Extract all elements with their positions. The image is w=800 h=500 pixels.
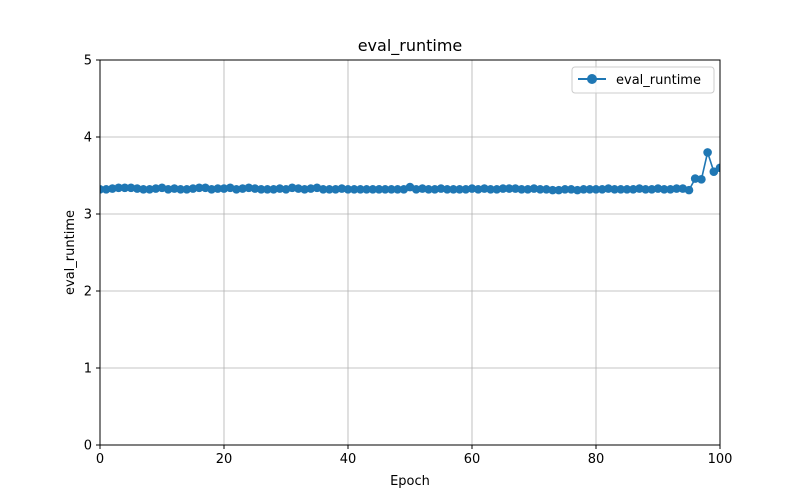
data-point: [622, 185, 632, 194]
data-point: [393, 185, 402, 194]
data-point: [114, 183, 123, 193]
grid: [99, 59, 721, 446]
data-point: [387, 185, 396, 194]
data-point: [368, 185, 378, 194]
data-point: [672, 184, 681, 193]
data-point: [343, 185, 353, 194]
data-point: [616, 185, 626, 194]
data-point: [256, 185, 266, 194]
data-point: [356, 185, 365, 194]
data-point: [641, 185, 650, 194]
data-point: [442, 185, 452, 194]
y-tick-label: 2: [84, 285, 92, 300]
y-axis-label: eval_runtime: [63, 210, 78, 295]
data-point: [504, 184, 514, 193]
x-tick-label: 0: [96, 452, 104, 467]
data-point: [374, 185, 384, 194]
legend: eval_runtime: [571, 66, 715, 94]
data-point: [560, 185, 570, 194]
x-tick-label: 40: [340, 452, 357, 467]
data-point: [709, 167, 719, 176]
series-layer: [100, 148, 720, 195]
data-point: [318, 185, 328, 194]
data-point: [585, 185, 595, 194]
data-point: [548, 185, 557, 195]
x-tick-label: 80: [588, 452, 605, 467]
data-point: [517, 185, 526, 194]
data-point: [455, 185, 464, 194]
legend-series-label: eval_runtime: [616, 73, 701, 88]
plot-frame: [99, 59, 721, 446]
data-point: [498, 184, 508, 193]
legend-box: [571, 66, 715, 94]
data-point: [424, 185, 433, 194]
data-point: [213, 184, 223, 193]
data-point: [325, 185, 334, 194]
data-point: [194, 183, 204, 193]
data-point: [684, 185, 694, 195]
x-tick-label: 20: [216, 452, 233, 467]
data-point: [362, 185, 371, 194]
data-point: [176, 185, 185, 194]
data-point: [349, 185, 359, 194]
y-tick-label: 5: [84, 54, 92, 69]
data-point: [697, 175, 706, 184]
data-point: [715, 163, 720, 173]
data-point: [591, 185, 601, 194]
data-point: [659, 185, 669, 194]
series-0: [100, 148, 720, 195]
data-point: [703, 148, 712, 157]
data-point: [139, 185, 148, 194]
data-point: [263, 185, 272, 194]
x-axis-label: Epoch: [390, 474, 430, 489]
y-tick-label: 0: [84, 439, 92, 454]
x-tick-label: 60: [464, 452, 481, 467]
data-point: [449, 185, 458, 194]
y-tick-label: 1: [84, 362, 92, 377]
x-tick-label: 100: [708, 452, 733, 467]
data-point: [579, 185, 588, 194]
data-point: [535, 185, 545, 194]
data-point: [120, 183, 130, 193]
y-tick-label: 4: [84, 131, 92, 146]
y-tick-label: 3: [84, 208, 92, 223]
data-point: [380, 185, 390, 194]
data-point: [486, 185, 495, 194]
chart-title: eval_runtime: [358, 36, 463, 56]
legend-series-marker: [587, 74, 597, 84]
ticks: 0 20 40 60 80 100 0 1 2 3 4 5: [84, 54, 733, 468]
data-point: [610, 185, 619, 194]
